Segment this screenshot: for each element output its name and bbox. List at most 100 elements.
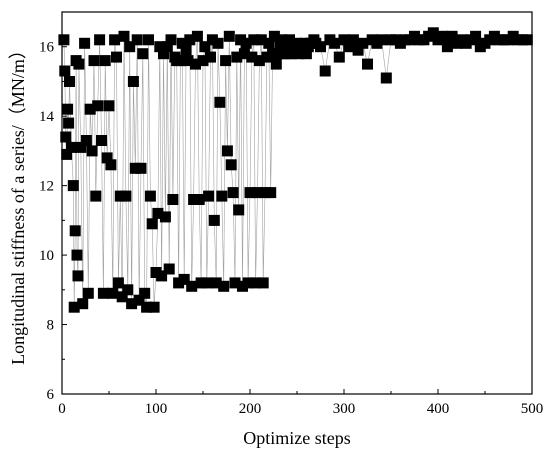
- data-point: [84, 103, 96, 115]
- x-tick-label: 400: [427, 401, 450, 417]
- data-point: [137, 48, 149, 60]
- data-point: [176, 37, 188, 49]
- y-axis: 6 8 10 12 14 16: [39, 40, 67, 403]
- data-point: [255, 34, 267, 46]
- data-point: [261, 51, 273, 63]
- data-point: [58, 34, 70, 46]
- y-tick-label: 6: [47, 387, 55, 403]
- data-point: [158, 48, 169, 60]
- data-point: [257, 277, 269, 289]
- data-point: [67, 180, 79, 192]
- data-point: [61, 148, 73, 160]
- data-point: [72, 270, 84, 282]
- data-point: [218, 280, 230, 292]
- data-point: [190, 58, 201, 70]
- data-point: [146, 218, 158, 230]
- data-point: [268, 30, 280, 42]
- data-point: [227, 187, 239, 199]
- data-point: [62, 103, 74, 115]
- data-point: [191, 30, 203, 42]
- data-point: [329, 37, 341, 49]
- data-point: [114, 190, 126, 202]
- data-point: [216, 190, 228, 202]
- data-point: [250, 277, 262, 289]
- data-point: [229, 277, 241, 289]
- data-point: [244, 187, 256, 199]
- data-point: [197, 55, 209, 67]
- data-point: [103, 100, 115, 112]
- data-point: [267, 48, 279, 60]
- data-point: [73, 58, 85, 70]
- data-point: [195, 277, 207, 289]
- data-point: [380, 72, 392, 84]
- y-tick-label: 14: [39, 109, 55, 125]
- data-point: [199, 41, 211, 53]
- data-point: [376, 34, 388, 46]
- data-point: [75, 141, 87, 153]
- data-point: [131, 34, 143, 46]
- data-point: [60, 131, 72, 143]
- data-point: [333, 51, 345, 63]
- data-point: [82, 287, 94, 299]
- data-point: [272, 48, 284, 60]
- x-axis-label: Optimize steps: [243, 428, 350, 448]
- data-point: [221, 145, 233, 157]
- data-point: [186, 280, 198, 292]
- y-tick-label: 8: [47, 318, 55, 334]
- data-point: [362, 58, 373, 70]
- data-point: [159, 211, 171, 223]
- data-point: [69, 225, 81, 237]
- data-point: [144, 190, 156, 202]
- data-point: [122, 284, 134, 296]
- data-point: [101, 152, 113, 164]
- data-point: [205, 51, 216, 63]
- data-point: [154, 41, 166, 53]
- data-point: [259, 187, 271, 199]
- data-point: [127, 76, 139, 87]
- data-point: [246, 51, 258, 63]
- data-point: [178, 273, 190, 285]
- data-point: [92, 100, 104, 112]
- data-point: [109, 34, 121, 46]
- data-point: [68, 301, 80, 313]
- data-point: [77, 298, 89, 310]
- y-tick-label: 16: [39, 40, 55, 56]
- data-point: [357, 37, 369, 49]
- y-tick-label: 12: [39, 179, 54, 195]
- data-point: [96, 135, 107, 146]
- data-point: [79, 37, 91, 49]
- data-point: [139, 287, 151, 299]
- data-point: [338, 34, 350, 46]
- data-point: [252, 187, 263, 199]
- data-point: [120, 190, 132, 202]
- x-tick-label: 100: [145, 401, 168, 417]
- data-point: [248, 34, 260, 46]
- data-point: [319, 65, 331, 77]
- data-point: [126, 298, 138, 310]
- data-point: [165, 34, 177, 46]
- data-point: [86, 145, 98, 157]
- data-point: [300, 48, 312, 60]
- data-point: [65, 141, 77, 153]
- data-point: [210, 277, 222, 289]
- x-tick-label: 500: [521, 401, 544, 417]
- y-axis-label: Longitudinal stiffness of a series/（MN/m…: [8, 41, 28, 365]
- data-point: [118, 30, 130, 42]
- data-point: [143, 34, 154, 46]
- data-point: [233, 204, 245, 216]
- data-point: [94, 34, 106, 46]
- data-point: [343, 41, 355, 53]
- data-point: [253, 55, 265, 67]
- data-point: [135, 162, 147, 174]
- data-point: [206, 34, 218, 46]
- data-point: [124, 41, 136, 53]
- data-point: [133, 294, 145, 306]
- data-point: [208, 214, 220, 226]
- data-point: [238, 48, 250, 60]
- data-point: [188, 194, 200, 205]
- data-point: [173, 277, 185, 289]
- data-point: [90, 190, 102, 202]
- x-tick-label: 300: [333, 401, 356, 417]
